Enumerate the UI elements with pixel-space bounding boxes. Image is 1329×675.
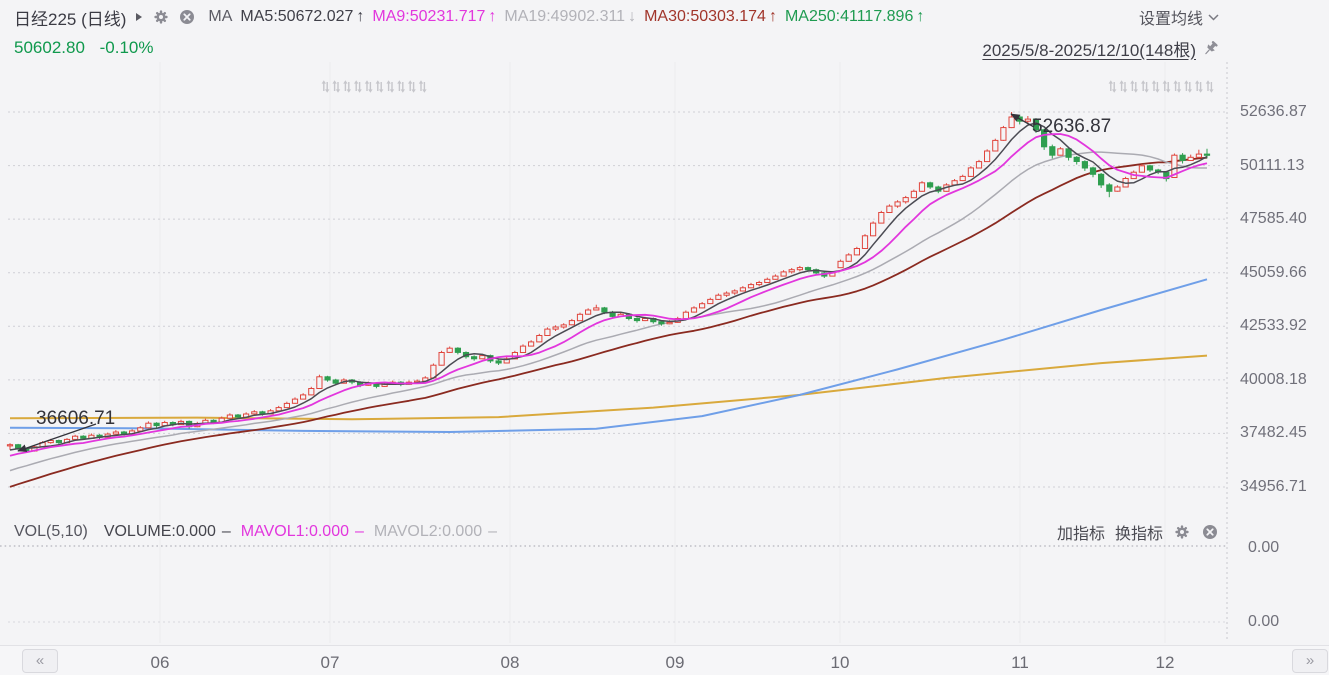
month-label: 11 — [1011, 653, 1029, 672]
month-label: 07 — [320, 653, 340, 672]
close-indicator-icon[interactable] — [178, 8, 196, 26]
price-axis-label: 40008.18 — [1240, 371, 1307, 388]
time-axis-bar: « » 06 07 08 09 10 11 12 — [0, 645, 1329, 675]
scroll-left-button[interactable]: « — [22, 649, 58, 673]
chart-header: 日经225 (日线) MA MA5:50672.027 ↑ MA9:50231.7… — [14, 4, 1219, 30]
month-label: 10 — [830, 653, 850, 672]
month-label: 08 — [500, 653, 520, 672]
month-label: 09 — [665, 653, 685, 672]
volume-readout: VOLUME:0.000– — [103, 523, 231, 540]
ma19-readout: MA19:49902.311 ↓ — [504, 8, 637, 25]
last-quote: 50602.80 -0.10% — [14, 38, 154, 58]
month-label: 12 — [1155, 653, 1175, 672]
ma9-readout: MA9:50231.717 ↑ — [372, 8, 497, 25]
vol-axis-label: 0.00 — [1248, 613, 1280, 630]
price-axis-label: 47585.40 — [1240, 210, 1307, 227]
add-indicator-button[interactable]: 加指标 — [1056, 526, 1105, 543]
last-price: 50602.80 — [14, 38, 85, 57]
chevron-down-icon — [1208, 13, 1219, 21]
month-label: 06 — [150, 653, 170, 672]
ma-group-label: MA — [208, 8, 233, 25]
price-axis-label: 52636.87 — [1240, 103, 1307, 120]
vol-indicator-label: VOL(5,10) — [14, 523, 88, 540]
quote-row: 50602.80 -0.10% 2025/5/8-2025/12/10(148根… — [14, 36, 1219, 60]
expand-triangle-icon[interactable] — [136, 13, 143, 21]
gear-icon[interactable] — [152, 8, 170, 26]
vol-axis-label: 0.00 — [1248, 539, 1280, 556]
change-percent: -0.10% — [99, 38, 154, 57]
ma5-readout: MA5:50672.027 ↑ — [240, 8, 365, 25]
price-axis-label: 37482.45 — [1240, 424, 1307, 441]
pin-icon[interactable] — [1202, 40, 1219, 57]
close-indicator-icon[interactable] — [1201, 523, 1219, 541]
ma250-readout: MA250:41117.896 ↑ — [784, 8, 925, 25]
date-range-link[interactable]: 2025/5/8-2025/12/10(148根) — [982, 36, 1219, 61]
price-axis-label: 50111.13 — [1240, 157, 1305, 174]
mavol1-readout: MAVOL1:0.000– — [240, 523, 364, 540]
scroll-right-button[interactable]: » — [1292, 649, 1328, 673]
gear-icon[interactable] — [1173, 523, 1191, 541]
low-price-annotation: 36606.71 — [36, 408, 116, 429]
volume-pane-header: VOL(5,10) VOLUME:0.000– MAVOL1:0.000– MA… — [14, 520, 1219, 544]
ma30-readout: MA30:50303.174 ↑ — [644, 8, 777, 25]
ma-settings-button[interactable]: 设置均线 — [1139, 5, 1219, 29]
price-axis-label: 42533.92 — [1240, 317, 1307, 334]
switch-indicator-button[interactable]: 换指标 — [1114, 526, 1163, 543]
price-axis-label: 45059.66 — [1240, 264, 1307, 281]
price-axis-label: 34956.71 — [1240, 478, 1307, 495]
symbol-title[interactable]: 日经225 (日线) — [14, 9, 127, 29]
high-price-annotation: 52636.87 — [1032, 116, 1112, 137]
mavol2-readout: MAVOL2:0.000– — [373, 523, 498, 540]
